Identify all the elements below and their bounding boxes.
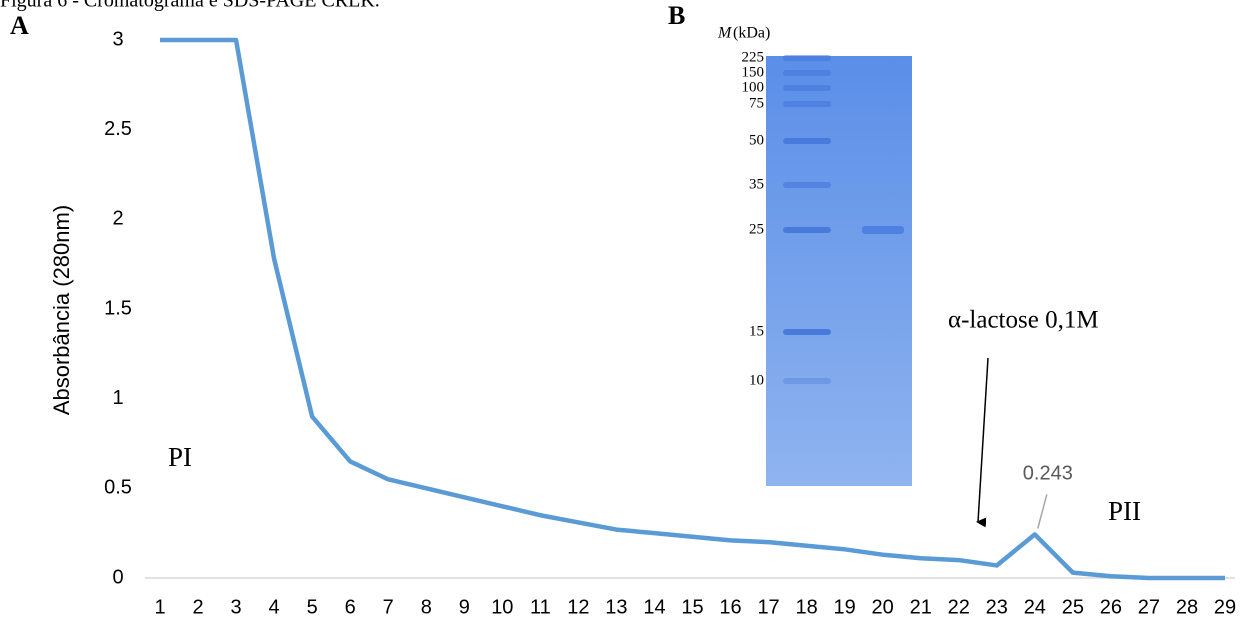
x-tick-label: 22 xyxy=(948,596,970,618)
panel-label: B xyxy=(668,1,685,30)
gel-ladder-band xyxy=(783,329,831,335)
gel-band xyxy=(862,226,904,234)
gel-ladder-band xyxy=(783,227,831,233)
gel-ladder-band xyxy=(783,138,831,144)
gel-axis-symbol: M xyxy=(717,25,733,42)
y-axis-label: Absorbância (280nm) xyxy=(49,205,74,415)
x-tick-label: 4 xyxy=(269,596,280,618)
y-tick-label: 2.5 xyxy=(104,118,132,140)
gel-ladder-band xyxy=(783,101,831,107)
x-tick-label: 27 xyxy=(1138,596,1160,618)
annotation: PII xyxy=(1108,496,1141,526)
x-tick-label: 26 xyxy=(1100,596,1122,618)
y-tick-label: 0 xyxy=(112,566,123,588)
x-tick-label: 2 xyxy=(192,596,203,618)
gel-marker-label: 100 xyxy=(742,79,765,95)
x-tick-label: 23 xyxy=(986,596,1008,618)
x-tick-label: 20 xyxy=(872,596,894,618)
x-tick-label: 13 xyxy=(605,596,627,618)
x-tick-label: 17 xyxy=(757,596,779,618)
x-tick-label: 16 xyxy=(719,596,741,618)
annotation: PI xyxy=(168,442,192,472)
x-tick-label: 3 xyxy=(231,596,242,618)
x-tick-label: 6 xyxy=(345,596,356,618)
x-tick-label: 1 xyxy=(154,596,165,618)
x-tick-label: 18 xyxy=(795,596,817,618)
y-tick-label: 3 xyxy=(112,28,123,50)
x-tick-label: 15 xyxy=(681,596,703,618)
gel-marker-label: 225 xyxy=(742,49,765,65)
gel-ladder-band xyxy=(783,55,831,61)
caption: Figura 6 - Cromatograma e SDS-PAGE CRLK. xyxy=(0,0,380,12)
gel-marker-label: 10 xyxy=(749,372,764,388)
x-tick-label: 10 xyxy=(491,596,513,618)
gel-ladder-band xyxy=(783,70,831,76)
gel-marker-label: 50 xyxy=(749,132,764,148)
gel-marker-label: 75 xyxy=(749,95,764,111)
gel-marker-label: 15 xyxy=(749,323,764,339)
x-tick-label: 19 xyxy=(834,596,856,618)
arrow xyxy=(978,358,988,522)
gel-axis-unit: (kDa) xyxy=(733,25,770,42)
x-tick-label: 8 xyxy=(421,596,432,618)
x-tick-label: 7 xyxy=(383,596,394,618)
x-tick-label: 28 xyxy=(1176,596,1198,618)
x-tick-label: 5 xyxy=(307,596,318,618)
gel-marker-label: 35 xyxy=(749,176,764,192)
gel-ladder-band xyxy=(783,378,831,384)
annotation: α-lactose 0,1M xyxy=(948,307,1099,334)
y-tick-label: 1.5 xyxy=(104,297,132,319)
gel xyxy=(766,56,912,486)
x-tick-label: 9 xyxy=(459,596,470,618)
data-label: 0.243 xyxy=(1023,463,1073,485)
y-tick-label: 1 xyxy=(112,387,123,409)
x-tick-label: 12 xyxy=(567,596,589,618)
gel-marker-label: 25 xyxy=(749,221,764,237)
chart: Figura 6 - Cromatograma e SDS-PAGE CRLK.… xyxy=(0,0,1249,626)
label-leader xyxy=(1038,494,1047,528)
x-tick-label: 11 xyxy=(530,596,551,618)
x-tick-label: 14 xyxy=(643,596,665,618)
x-tick-label: 24 xyxy=(1024,596,1046,618)
gel-ladder-band xyxy=(783,182,831,188)
page: {"caption": "Figura 6 - Cromatograma e S… xyxy=(0,0,1249,626)
x-tick-label: 25 xyxy=(1062,596,1084,618)
x-tick-label: 21 xyxy=(910,596,932,618)
panel-label: A xyxy=(10,11,29,40)
gel-ladder-band xyxy=(783,85,831,91)
gel-marker-label: 150 xyxy=(742,64,765,80)
x-tick-label: 29 xyxy=(1214,596,1236,618)
y-tick-label: 2 xyxy=(112,208,123,230)
y-tick-label: 0.5 xyxy=(104,477,132,499)
